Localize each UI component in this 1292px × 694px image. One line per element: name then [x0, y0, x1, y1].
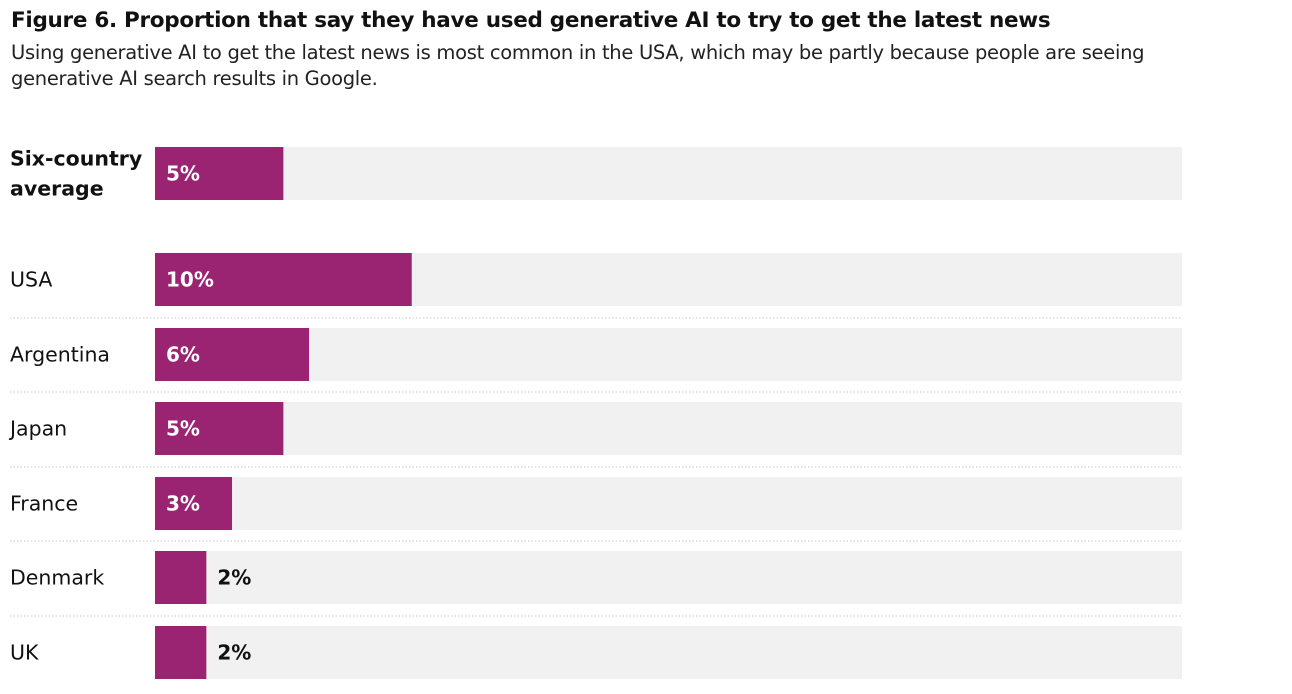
bar-uk — [155, 626, 207, 679]
category-label-uk: UK — [10, 641, 39, 665]
bar-denmark — [155, 551, 207, 604]
chart-title: Figure 6. Proportion that say they have … — [11, 8, 1051, 33]
chart-subtitle: Using generative AI to get the latest ne… — [11, 41, 1145, 90]
bar-track-japan — [155, 402, 1182, 455]
value-label-japan: 5% — [166, 417, 200, 441]
value-label-france: 3% — [166, 492, 200, 516]
value-label-uk: 2% — [217, 641, 251, 665]
category-label-japan: Japan — [8, 417, 67, 441]
bar-track-france — [155, 477, 1182, 530]
bar-japan — [155, 402, 284, 455]
value-label-denmark: 2% — [217, 566, 251, 590]
bar-argentina — [155, 328, 310, 381]
bar-track-uk — [155, 626, 1182, 679]
bar-track-six-country-average — [155, 147, 1182, 200]
category-label-usa: USA — [10, 268, 52, 292]
category-label-denmark: Denmark — [10, 566, 104, 590]
bar-six-country-average — [155, 147, 284, 200]
bar-usa — [155, 253, 412, 306]
category-label-six-country-average-line-1: Six-country — [10, 147, 142, 171]
value-label-six-country-average: 5% — [166, 162, 200, 186]
value-label-usa: 10% — [166, 268, 214, 292]
value-label-argentina: 6% — [166, 343, 200, 367]
category-label-six-country-average-line-2: average — [10, 177, 104, 201]
category-label-argentina: Argentina — [10, 343, 110, 367]
bar-france — [155, 477, 233, 530]
bar-track-argentina — [155, 328, 1182, 381]
category-label-france: France — [10, 492, 78, 516]
bar-track-denmark — [155, 551, 1182, 604]
